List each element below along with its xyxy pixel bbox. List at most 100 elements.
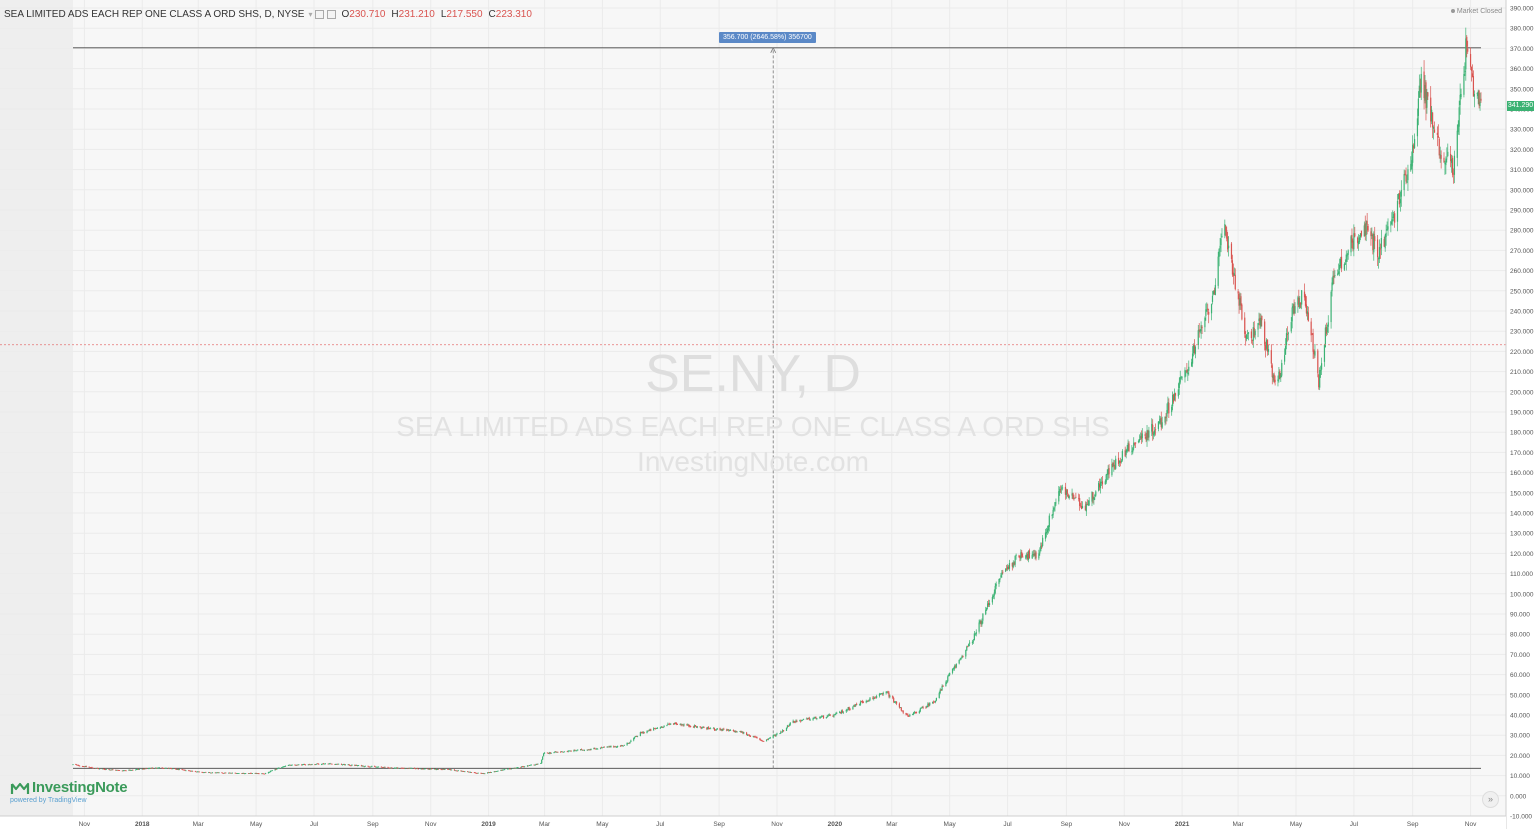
candle-body — [659, 727, 661, 729]
candle-body — [1026, 553, 1029, 560]
candle-body — [1111, 463, 1113, 476]
candle-body — [251, 773, 253, 774]
settings-square-icon[interactable] — [327, 9, 337, 19]
candle-body — [840, 710, 843, 714]
candle-body — [1234, 274, 1236, 290]
candle-body — [238, 773, 240, 774]
chevron-down-icon[interactable]: ▾ — [308, 9, 313, 19]
candle-body — [1418, 85, 1420, 98]
candle-body — [762, 740, 764, 742]
candle-body — [786, 725, 789, 728]
candle-body — [650, 729, 652, 731]
candle-body — [806, 718, 808, 720]
candle-body — [610, 746, 612, 748]
candle-body — [723, 728, 725, 730]
time-axis[interactable]: Nov 2018 Mar May Jul Sep Nov 2019 Mar May Jul Sep No… — [0, 815, 1506, 829]
candle-body — [647, 730, 649, 732]
candle-body — [813, 717, 815, 719]
candle-body — [913, 712, 915, 715]
candle-body — [243, 773, 245, 774]
candle-body — [158, 767, 160, 769]
candle-body — [524, 766, 526, 768]
candle-body — [1306, 311, 1308, 315]
candle-body — [1002, 571, 1004, 573]
measure-label[interactable]: 356.700 (2646.58%) 356700 — [719, 32, 816, 43]
candle-body — [727, 729, 729, 731]
candle-body — [135, 769, 137, 771]
candle-body — [1211, 295, 1214, 302]
candle-body — [203, 772, 205, 774]
candle-body — [849, 709, 851, 710]
candle-body — [1271, 365, 1273, 378]
candle-body — [792, 720, 794, 723]
candle-body — [939, 689, 941, 693]
candle-body — [1391, 219, 1393, 222]
candle-body — [408, 767, 410, 769]
candle-body — [907, 714, 909, 717]
candle-body — [542, 753, 545, 757]
candle-body — [948, 675, 950, 677]
candle-body — [1399, 199, 1401, 204]
x-tick-label: Nov — [1465, 821, 1477, 828]
candle-body — [616, 746, 618, 748]
candle-body — [128, 769, 130, 771]
scroll-to-realtime-button[interactable]: » — [1482, 791, 1499, 808]
candle-body — [1058, 491, 1060, 502]
candle-body — [1478, 90, 1480, 106]
candle-body — [1258, 318, 1260, 322]
candle-body — [250, 773, 252, 774]
candle-body — [953, 666, 956, 669]
candle-body — [815, 717, 817, 719]
candle-body — [669, 723, 671, 725]
candle-body — [488, 772, 491, 773]
candle-body — [636, 735, 639, 737]
candle-body — [573, 749, 575, 752]
candle-body — [391, 767, 393, 769]
candle-body — [228, 772, 231, 774]
candle-body — [102, 768, 104, 770]
candle-body — [118, 770, 121, 771]
candle-body — [623, 744, 625, 746]
legend-title[interactable]: SEA LIMITED ADS EACH REP ONE CLASS A ORD… — [4, 8, 305, 20]
candle-body — [1266, 339, 1269, 352]
candle-body — [1188, 366, 1190, 371]
candle-body — [1257, 323, 1259, 330]
candle-body — [1446, 158, 1448, 160]
candle-body — [1460, 94, 1462, 98]
candle-body — [852, 707, 854, 710]
candle-body — [1014, 555, 1016, 565]
candle-body — [836, 712, 838, 714]
candle-body — [785, 727, 788, 731]
candle-body — [1194, 346, 1197, 354]
candle-body — [1164, 416, 1166, 423]
candle-body — [1172, 394, 1175, 402]
candle-body — [323, 763, 326, 765]
candle-body — [945, 682, 947, 687]
candle-body — [422, 768, 424, 770]
candle-body — [1065, 490, 1067, 495]
candle-body — [298, 764, 300, 766]
candle-body — [294, 764, 296, 766]
candle-body — [655, 728, 658, 730]
candle-body — [96, 768, 98, 769]
candle-body — [329, 763, 331, 765]
candle-body — [649, 729, 651, 731]
investingnote-logo[interactable]: InvestingNote powered by TradingView — [10, 779, 128, 804]
candle-body — [289, 764, 291, 766]
candle-body — [421, 768, 423, 770]
candle-body — [1060, 489, 1062, 491]
candle-body — [1453, 155, 1456, 175]
candle-body — [235, 773, 237, 774]
candle-body — [427, 768, 429, 770]
candle-body — [495, 771, 497, 772]
candle-body — [217, 772, 219, 774]
hide-series-icon[interactable] — [315, 9, 325, 19]
candle-body — [675, 723, 678, 725]
candle-body — [641, 732, 643, 734]
price-axis[interactable]: -10.000 0.000 10.000 20.000 30.000 40.000 50.0… — [1505, 0, 1536, 829]
candle-body — [1066, 489, 1068, 495]
candle-body — [151, 767, 153, 769]
candle-body — [164, 768, 166, 769]
